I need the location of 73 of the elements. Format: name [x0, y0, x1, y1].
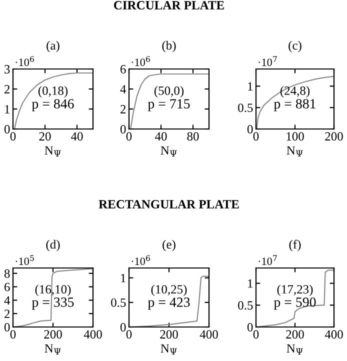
y-tick-label: 2	[120, 105, 126, 114]
y-tick-label: 0	[247, 323, 253, 332]
chart-title: (b)	[162, 40, 176, 52]
annotation: p = 423	[148, 298, 190, 310]
x-tick-label: 0	[126, 132, 132, 141]
x-axis-title: N$_{Ψ}$	[44, 146, 61, 156]
y-tick-label: 8	[4, 269, 10, 278]
y-tick-label: 6	[120, 65, 126, 74]
x-axis-title: N$_{Ψ}$	[160, 146, 177, 156]
annotation: (0,18)	[38, 86, 68, 98]
x-tick-label: 400	[200, 330, 218, 339]
y-tick-label: 0	[120, 323, 126, 332]
chart-title: (d)	[46, 240, 60, 252]
y-tick-label: 0.5	[238, 104, 253, 112]
text: ·10$^{6}$	[132, 56, 150, 66]
x-tick-label: 40	[154, 132, 167, 141]
chart-subtitle: CIRCULAR PLATE	[114, 1, 224, 10]
y-tick-label: 0	[247, 125, 253, 134]
y-tick-label: 0	[4, 323, 10, 332]
y-tick-label: 3	[4, 65, 10, 74]
chart-title: (a)	[46, 40, 60, 52]
y-tick-label: 1	[5, 105, 10, 114]
text: ·10$^{7}$	[258, 255, 277, 266]
y-tick-label: 2	[4, 85, 10, 94]
y-tick-label: 0.5	[111, 298, 126, 307]
x-tick-label: 100	[286, 132, 304, 141]
annotation: (24,8)	[280, 86, 310, 98]
x-tick-label: 200	[286, 330, 304, 339]
x-axis-title: N$_{Ψ}$	[286, 146, 303, 156]
annotation: (10,25)	[151, 284, 187, 296]
text: ·10$^{6}$	[132, 255, 150, 266]
y-tick-label: 0	[4, 125, 10, 134]
line-series	[14, 72, 93, 129]
annotation: p = 846	[32, 99, 74, 112]
annotation: p = 335	[32, 298, 74, 310]
y-tick-label: 1	[248, 82, 252, 90]
y-tick-label: 0	[120, 125, 126, 134]
chart-title: (c)	[288, 40, 302, 52]
chart-title: (f)	[289, 240, 301, 252]
y-tick-label: 2	[4, 310, 10, 318]
chart-subtitle: RECTANGULAR PLATE	[98, 200, 239, 208]
y-tick-label: 1	[121, 274, 126, 282]
x-tick-label: 400	[324, 330, 343, 339]
y-tick-label: 0.5	[238, 301, 253, 310]
annotation: p = 715	[148, 99, 190, 112]
line-series	[13, 268, 93, 327]
x-tick-label: 40	[70, 132, 83, 141]
annotation: (17,23)	[277, 284, 313, 296]
x-axis-title: N$_{Ψ}$	[160, 344, 177, 354]
x-tick-label: 0	[10, 330, 16, 339]
x-tick-label: 20	[39, 132, 51, 141]
x-tick-label: 400	[84, 330, 102, 339]
x-tick-label: 0	[10, 132, 16, 141]
x-tick-label: 0	[126, 330, 132, 339]
chart-title: (e)	[162, 240, 176, 252]
x-tick-label: 200	[44, 330, 62, 339]
line-series	[256, 270, 334, 327]
x-axis-title: N$_{Ψ}$	[44, 344, 61, 354]
x-tick-label: 80	[187, 132, 199, 141]
annotation: p = 881	[274, 99, 316, 112]
annotation: (50,0)	[154, 86, 184, 98]
y-tick-label: 6	[4, 282, 10, 292]
annotation: p = 590	[274, 298, 316, 310]
y-tick-label: 4	[120, 85, 126, 94]
text: ·10$^{7}$	[258, 56, 277, 66]
text: ·10$^{6}$	[16, 56, 34, 66]
text: ·10$^{5}$	[16, 255, 34, 266]
annotation: (16,10)	[35, 284, 71, 296]
x-tick-label: 200	[160, 330, 178, 339]
x-axis-title: N$_{Ψ}$	[286, 344, 303, 354]
y-tick-label: 4	[4, 296, 10, 305]
y-tick-label: 1	[248, 279, 252, 288]
x-tick-label: 200	[325, 132, 343, 141]
